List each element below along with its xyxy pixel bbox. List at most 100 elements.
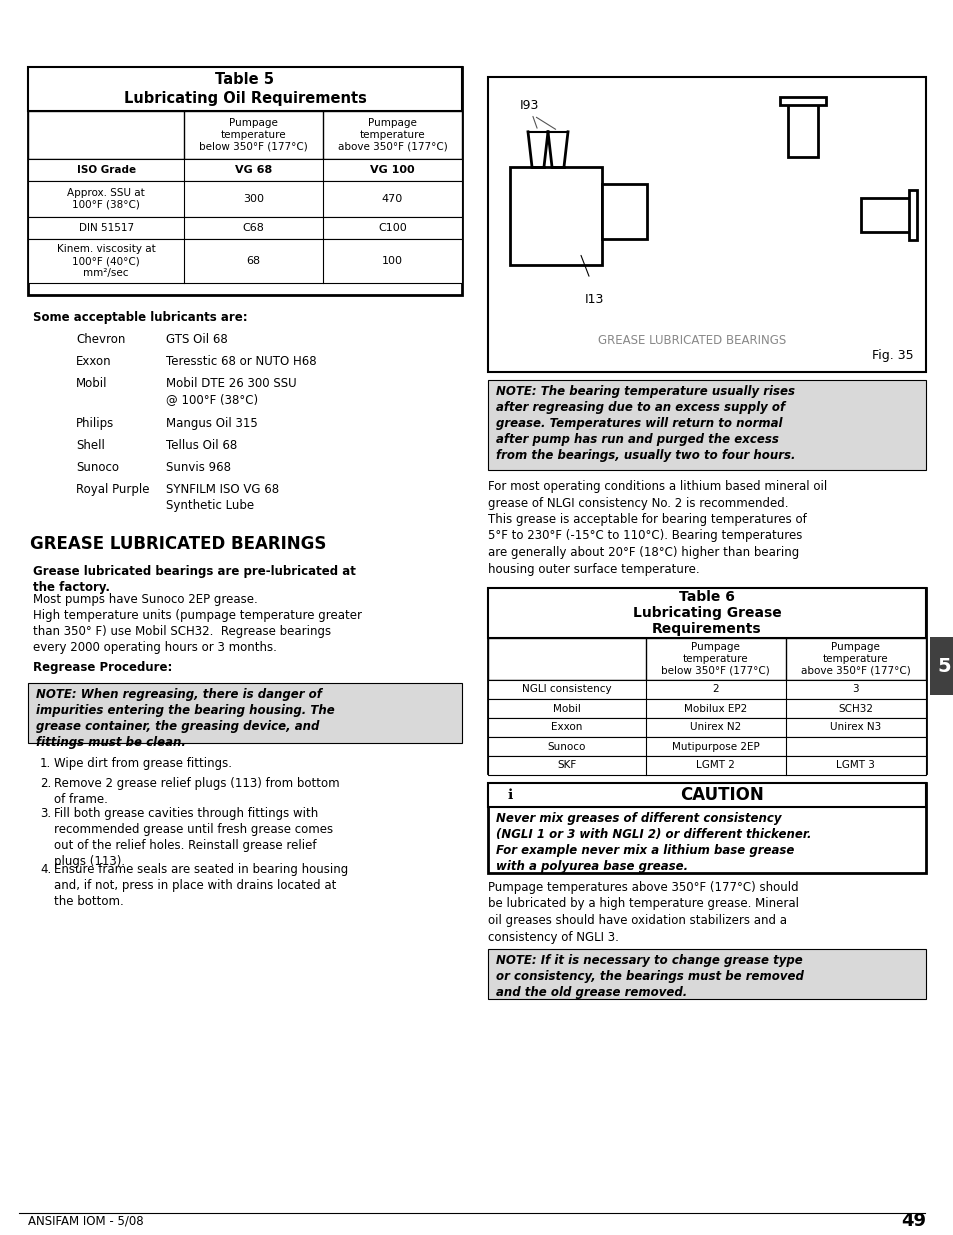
Text: Table 5
Lubricating Oil Requirements: Table 5 Lubricating Oil Requirements [124,72,366,106]
Text: VG 68: VG 68 [234,165,272,175]
Bar [510,167,601,264]
Text: Approx. SSU at
100°F (38°C): Approx. SSU at 100°F (38°C) [67,188,145,210]
Text: Exxon: Exxon [551,722,582,732]
Text: Unirex N3: Unirex N3 [829,722,881,732]
Bar [488,680,925,699]
Bar [488,718,925,737]
Text: Royal Purple: Royal Purple [76,483,150,496]
Text: 100: 100 [381,256,402,266]
Text: Unirex N2: Unirex N2 [689,722,740,732]
Text: For most operating conditions a lithium based mineral oil
grease of NLGI consist: For most operating conditions a lithium … [488,480,826,576]
Text: Kinem. viscosity at
100°F (40°C)
mm²/sec: Kinem. viscosity at 100°F (40°C) mm²/sec [56,245,155,278]
Text: Mangus Oil 315: Mangus Oil 315 [166,417,257,430]
Bar [488,638,925,680]
Text: Pumpage
temperature
below 350°F (177°C): Pumpage temperature below 350°F (177°C) [660,642,769,676]
Text: 2.: 2. [40,777,51,790]
Text: Pumpage
temperature
below 350°F (177°C): Pumpage temperature below 350°F (177°C) [199,119,308,152]
Bar [488,699,925,718]
Text: Mobil: Mobil [76,377,108,390]
Circle shape [597,205,604,212]
Text: 300: 300 [243,194,264,204]
Text: I93: I93 [519,99,538,112]
Bar [929,637,953,695]
Bar [28,683,461,743]
Text: Shell: Shell [76,438,105,452]
Text: Exxon: Exxon [76,354,112,368]
Bar [28,240,461,283]
Text: Regrease Procedure:: Regrease Procedure: [33,661,172,674]
Text: C68: C68 [242,224,264,233]
Text: 2: 2 [712,684,719,694]
Text: NOTE: When regreasing, there is danger of
impurities entering the bearing housin: NOTE: When regreasing, there is danger o… [36,688,335,748]
Text: 3: 3 [852,684,859,694]
Text: Tellus Oil 68: Tellus Oil 68 [166,438,237,452]
Bar [28,217,461,240]
Bar [28,67,461,295]
Text: LGMT 2: LGMT 2 [696,761,735,771]
Text: SYNFILM ISO VG 68
Synthetic Lube: SYNFILM ISO VG 68 Synthetic Lube [166,483,279,513]
Text: Grease lubricated bearings are pre-lubricated at
the factory.: Grease lubricated bearings are pre-lubri… [33,564,355,594]
Text: GREASE LUBRICATED BEARINGS: GREASE LUBRICATED BEARINGS [30,535,326,553]
Bar [780,96,825,105]
Text: Fig. 35: Fig. 35 [871,350,913,363]
Bar [787,101,818,157]
Bar [861,198,912,232]
Bar [28,67,461,111]
Text: ℹ: ℹ [507,788,512,802]
Bar [488,588,925,773]
Bar [488,737,925,756]
Circle shape [598,194,603,199]
Text: Table 6
Lubricating Grease
Requirements: Table 6 Lubricating Grease Requirements [632,590,781,636]
Text: GREASE LUBRICATED BEARINGS: GREASE LUBRICATED BEARINGS [598,333,785,347]
Text: CAUTION: CAUTION [679,785,763,804]
Text: ISO Grade: ISO Grade [76,165,135,175]
Bar [488,756,925,776]
Bar [488,783,925,806]
Text: 68: 68 [247,256,260,266]
Text: 5: 5 [936,657,950,676]
Bar [28,182,461,217]
Text: Wipe dirt from grease fittings.: Wipe dirt from grease fittings. [54,757,232,769]
Text: Sunoco: Sunoco [76,461,119,474]
Text: Teresstic 68 or NUTO H68: Teresstic 68 or NUTO H68 [166,354,316,368]
Text: SCH32: SCH32 [838,704,873,714]
Circle shape [740,153,864,277]
Text: 470: 470 [381,194,403,204]
Text: GTS Oil 68: GTS Oil 68 [166,333,228,346]
Text: Pumpage
temperature
above 350°F (177°C): Pumpage temperature above 350°F (177°C) [337,119,447,152]
Text: DIN 51517: DIN 51517 [78,224,133,233]
Text: Philips: Philips [76,417,114,430]
Text: Sunoco: Sunoco [547,741,585,752]
Text: ANSIFAM IOM - 5/08: ANSIFAM IOM - 5/08 [28,1214,144,1228]
Bar [488,948,925,999]
Text: 3.: 3. [40,806,51,820]
Bar [908,190,917,240]
Text: C100: C100 [377,224,407,233]
Text: Mobilux EP2: Mobilux EP2 [683,704,746,714]
Text: Some acceptable lubricants are:: Some acceptable lubricants are: [33,311,248,324]
Bar [28,111,461,159]
Text: I13: I13 [584,293,604,306]
Bar [28,159,461,182]
Text: 1.: 1. [40,757,51,769]
Text: LGMT 3: LGMT 3 [836,761,875,771]
Text: Mutipurpose 2EP: Mutipurpose 2EP [671,741,759,752]
Text: Mobil: Mobil [553,704,580,714]
Text: 49: 49 [900,1212,925,1230]
Bar [488,380,925,471]
Text: Never mix greases of different consistency
(NGLI 1 or 3 with NGLI 2) or differen: Never mix greases of different consisten… [496,811,811,873]
Bar [488,588,925,638]
Text: NOTE: If it is necessary to change grease type
or consistency, the bearings must: NOTE: If it is necessary to change greas… [496,953,803,999]
Bar [488,77,925,372]
Bar [488,783,925,873]
Text: NOTE: The bearing temperature usually rises
after regreasing due to an excess su: NOTE: The bearing temperature usually ri… [496,385,795,462]
Text: Mobil DTE 26 300 SSU
@ 100°F (38°C): Mobil DTE 26 300 SSU @ 100°F (38°C) [166,377,296,406]
Text: Chevron: Chevron [76,333,125,346]
Text: Ensure frame seals are seated in bearing housing
and, if not, press in place wit: Ensure frame seals are seated in bearing… [54,863,348,908]
Text: NGLI consistency: NGLI consistency [521,684,611,694]
Bar [601,184,646,238]
Text: Sunvis 968: Sunvis 968 [166,461,231,474]
Text: Pumpage temperatures above 350°F (177°C) should
be lubricated by a high temperat: Pumpage temperatures above 350°F (177°C)… [488,881,799,944]
Circle shape [500,785,518,804]
Text: Fill both grease cavities through fittings with
recommended grease until fresh g: Fill both grease cavities through fittin… [54,806,333,868]
